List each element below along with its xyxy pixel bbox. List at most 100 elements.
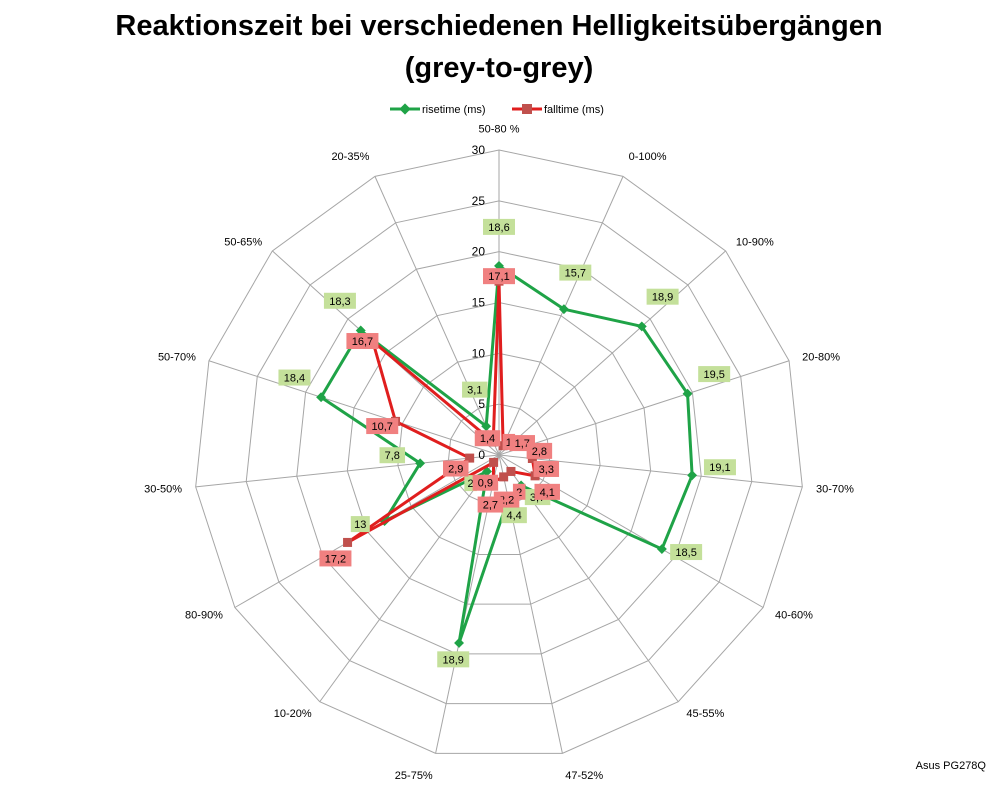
data-label: 18,6 — [488, 222, 509, 234]
spoke — [374, 176, 500, 456]
tick-label: 5 — [478, 397, 485, 411]
legend-falltime-label: falltime (ms) — [544, 104, 604, 116]
grid-ring — [397, 352, 601, 555]
spoke — [498, 454, 803, 488]
monitor-model-label: Asus PG278Q — [915, 760, 986, 772]
data-point — [499, 472, 509, 482]
spoke — [498, 360, 790, 456]
data-label: 17,2 — [325, 553, 346, 565]
data-label: 0,9 — [478, 478, 493, 490]
data-label: 2,8 — [532, 446, 547, 458]
data-label: 17,1 — [488, 271, 509, 283]
category-label: 80-90% — [185, 609, 223, 621]
tick-label: 25 — [472, 194, 486, 208]
data-label-bg — [443, 460, 469, 477]
series-layer — [316, 260, 698, 648]
data-label: 4,4 — [506, 510, 521, 522]
data-point — [489, 457, 499, 467]
data-label: 16,7 — [352, 336, 373, 348]
spoke — [195, 454, 500, 488]
data-label: 2,7 — [483, 500, 498, 512]
data-label: 2 — [468, 478, 474, 490]
category-label: 20-35% — [331, 151, 369, 163]
grid-ring — [296, 251, 702, 655]
data-label: 18,5 — [675, 547, 696, 559]
category-label: 40-60% — [775, 609, 813, 621]
category-label: 47-52% — [565, 770, 603, 782]
data-label-bg — [483, 268, 515, 285]
data-label-bg — [379, 447, 406, 464]
data-label-bg — [559, 264, 592, 281]
data-label-bg — [670, 544, 703, 561]
data-label: 3,1 — [467, 385, 482, 397]
category-label: 50-80 % — [479, 123, 520, 135]
data-label-bg — [501, 507, 527, 524]
legend-falltime-marker — [522, 104, 532, 114]
radar-grid — [195, 149, 803, 754]
data-point — [343, 537, 353, 547]
spoke — [498, 176, 624, 456]
legend-risetime-label: risetime (ms) — [422, 104, 486, 116]
data-label: 1,4 — [480, 433, 495, 445]
data-point — [316, 392, 327, 403]
tick-label: 10 — [472, 346, 486, 360]
data-point — [355, 325, 366, 336]
data-label-bg — [472, 474, 499, 491]
data-label-bg — [526, 442, 553, 459]
category-label: 10-90% — [736, 237, 774, 249]
data-label: 18,9 — [652, 292, 673, 304]
tick-label: 30 — [472, 143, 486, 157]
data-label-bg — [323, 292, 356, 309]
data-label-bg — [366, 418, 399, 435]
data-point — [415, 458, 426, 469]
legend: risetime (ms) falltime (ms) — [390, 103, 604, 116]
spoke — [319, 454, 500, 703]
data-label: 18,9 — [443, 654, 464, 666]
tick-label: 20 — [472, 245, 486, 259]
data-label: 13 — [354, 519, 366, 531]
grid-ring — [346, 301, 652, 605]
legend-risetime-marker — [399, 103, 411, 115]
category-label: 30-50% — [144, 483, 182, 495]
category-label: 20-80% — [802, 352, 840, 364]
data-label: 18,3 — [329, 296, 350, 308]
data-labels: 18,615,718,919,519,118,53,74,418,92137,8… — [278, 218, 736, 668]
data-label: 19,1 — [709, 462, 730, 474]
data-label-bg — [278, 369, 311, 386]
data-label: 19,5 — [703, 369, 724, 381]
data-label-bg — [533, 460, 560, 477]
data-label-bg — [346, 333, 379, 350]
data-label: 3,3 — [539, 464, 554, 476]
data-label: 1,7 — [515, 438, 530, 450]
data-label-bg — [534, 483, 560, 500]
data-label-bg — [319, 550, 352, 567]
data-point — [481, 421, 492, 432]
grid-ring — [245, 200, 753, 705]
category-labels: 50-80 % 0-100% 10-90% 20-80% 30-70% 40-60% 45-… — [144, 123, 854, 781]
data-label-bg — [477, 496, 504, 513]
data-label: 4,1 — [540, 487, 555, 499]
tick-label: 15 — [472, 296, 486, 310]
radial-tick-labels: 0 5 10 15 20 25 30 — [472, 143, 486, 462]
data-label-bg — [646, 288, 679, 305]
spoke — [498, 250, 726, 456]
data-point — [506, 466, 516, 476]
category-label: 50-70% — [158, 352, 196, 364]
data-point — [558, 304, 569, 315]
data-label-bg — [437, 651, 470, 668]
tick-label: 0 — [478, 448, 485, 462]
data-label: 15,7 — [565, 268, 586, 280]
data-label-bg — [483, 218, 515, 235]
category-label: 50-65% — [224, 237, 262, 249]
data-point — [454, 638, 464, 648]
data-label: 18,4 — [284, 373, 305, 385]
chart-title: Reaktionszeit bei verschiedenen Helligke… — [115, 10, 883, 42]
category-label: 30-70% — [816, 483, 854, 495]
data-point — [656, 544, 667, 554]
data-point — [687, 470, 698, 481]
grid-ring — [195, 149, 803, 754]
category-label: 45-55% — [686, 708, 724, 720]
data-point — [636, 321, 647, 332]
data-label: 10,7 — [372, 421, 393, 433]
